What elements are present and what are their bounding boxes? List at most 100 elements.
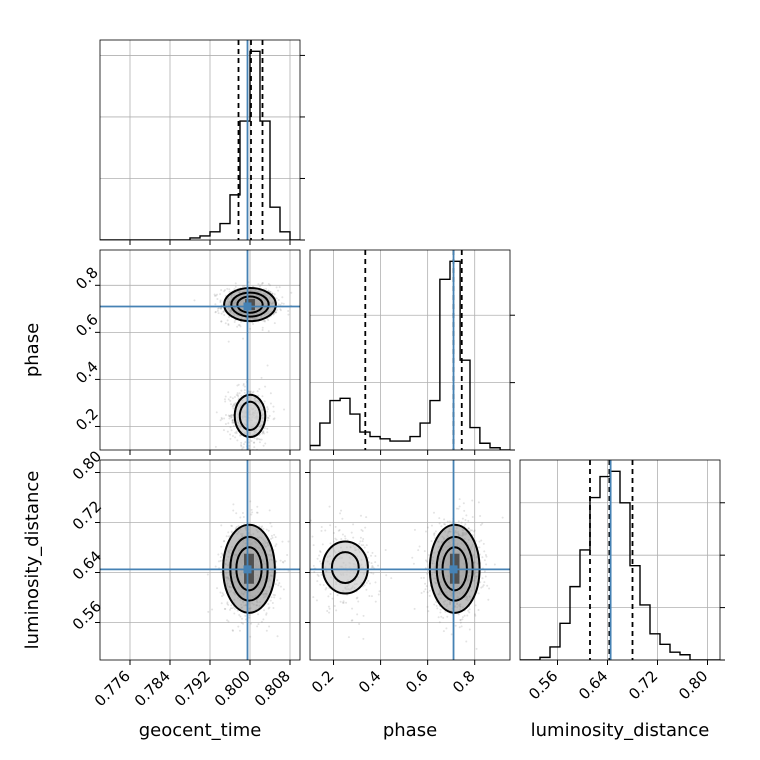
- sample-point: [277, 298, 280, 301]
- sample-point: [274, 536, 277, 539]
- sample-point: [263, 319, 266, 322]
- sample-point: [276, 635, 279, 638]
- sample-point: [233, 403, 236, 406]
- sample-point: [359, 536, 362, 539]
- sample-point: [352, 523, 355, 526]
- sample-point: [274, 311, 277, 314]
- sample-point: [454, 624, 457, 627]
- sample-point: [359, 514, 362, 517]
- sample-point: [248, 616, 251, 619]
- sample-point: [372, 572, 375, 575]
- sample-point: [219, 419, 222, 422]
- sample-point: [467, 527, 470, 530]
- sample-point: [320, 529, 323, 532]
- sample-point: [216, 293, 219, 296]
- sample-point: [227, 531, 230, 534]
- sample-point: [321, 543, 324, 546]
- sample-point: [273, 322, 276, 325]
- sample-point: [478, 546, 481, 549]
- sample-point: [266, 408, 269, 411]
- sample-point: [384, 548, 387, 551]
- sample-point: [224, 395, 227, 398]
- sample-point: [465, 514, 468, 517]
- sample-point: [260, 283, 263, 286]
- sample-point: [249, 327, 252, 330]
- sample-point: [224, 400, 227, 403]
- sample-point: [220, 307, 223, 310]
- sample-point: [475, 647, 478, 650]
- sample-point: [374, 600, 377, 603]
- sample-point: [283, 408, 286, 411]
- sample-point: [214, 303, 217, 306]
- sample-point: [216, 587, 219, 590]
- sample-point: [222, 593, 225, 596]
- sample-point: [435, 604, 438, 607]
- sample-point: [215, 294, 218, 297]
- sample-point: [226, 619, 229, 622]
- truth-marker: [243, 302, 252, 311]
- sample-point: [231, 419, 234, 422]
- sample-point: [223, 607, 226, 610]
- sample-point: [466, 614, 469, 617]
- sample-point: [228, 415, 231, 418]
- sample-point: [226, 601, 229, 604]
- sample-point: [233, 612, 236, 615]
- sample-point: [271, 292, 274, 295]
- sample-point: [488, 587, 491, 590]
- sample-point: [433, 534, 436, 537]
- sample-point: [225, 535, 228, 538]
- sample-point: [214, 445, 217, 448]
- sample-point: [237, 395, 240, 398]
- sample-point: [262, 319, 265, 322]
- sample-point: [433, 603, 436, 606]
- sample-point: [264, 442, 267, 445]
- sample-point: [363, 546, 366, 549]
- sample-point: [344, 535, 347, 538]
- sample-point: [235, 393, 238, 396]
- sample-point: [481, 585, 484, 588]
- panel-frame: [309, 459, 511, 661]
- sample-point: [214, 565, 217, 568]
- sample-point: [233, 320, 236, 323]
- sample-point: [333, 605, 336, 608]
- sample-point: [287, 313, 290, 316]
- sample-point: [264, 385, 267, 388]
- sample-point: [362, 544, 365, 547]
- sample-point: [243, 385, 246, 388]
- sample-point: [276, 579, 279, 582]
- xlabel-phase: phase: [383, 720, 437, 741]
- sample-point: [457, 520, 460, 523]
- sample-point: [279, 597, 282, 600]
- sample-point: [256, 437, 259, 440]
- sample-point: [239, 325, 242, 328]
- sample-point: [222, 310, 225, 313]
- sample-point: [360, 528, 363, 531]
- sample-point: [226, 430, 229, 433]
- sample-point: [316, 580, 319, 583]
- sample-point: [275, 311, 278, 314]
- sample-point: [234, 431, 237, 434]
- sample-point: [236, 394, 239, 397]
- sample-point: [229, 399, 232, 402]
- sample-point: [339, 512, 342, 515]
- sample-point: [327, 605, 330, 608]
- sample-point: [479, 581, 482, 584]
- sample-point: [483, 559, 486, 562]
- sample-point: [223, 417, 226, 420]
- sample-point: [467, 609, 470, 612]
- sample-point: [426, 572, 429, 575]
- sample-point: [361, 530, 364, 533]
- sample-point: [242, 516, 245, 519]
- sample-point: [329, 542, 332, 545]
- sample-point: [468, 611, 471, 614]
- sample-point: [261, 326, 264, 329]
- sample-point: [232, 424, 235, 427]
- sample-point: [362, 614, 365, 617]
- sample-point: [485, 563, 488, 566]
- ylabel-luminosity-distance: luminosity_distance: [22, 471, 43, 650]
- sample-point: [371, 564, 374, 567]
- sample-point: [390, 577, 393, 580]
- sample-point: [261, 282, 264, 285]
- sample-point: [267, 289, 270, 292]
- histogram-luminosity-distance: [520, 470, 720, 660]
